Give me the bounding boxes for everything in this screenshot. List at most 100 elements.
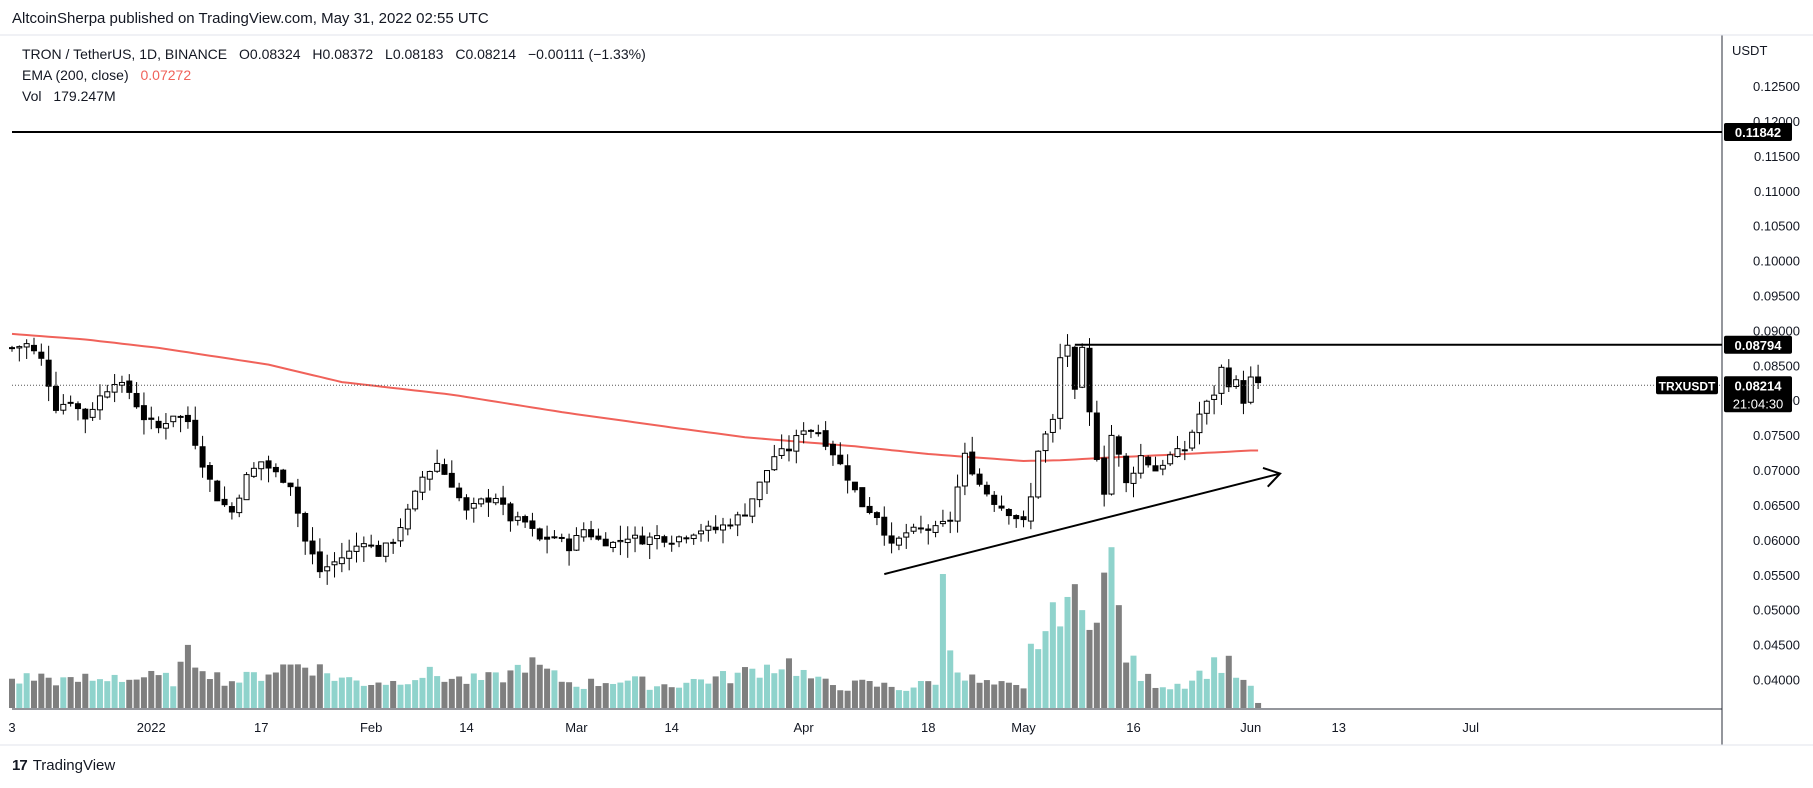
volume-bar [705, 683, 712, 708]
candle-body [566, 538, 573, 552]
volume-bar [903, 690, 910, 708]
volume-bar [324, 673, 331, 708]
symbol-tag-box [1656, 376, 1718, 395]
volume-bar [800, 669, 807, 708]
candle-body [1247, 376, 1254, 403]
y-tick-label: 0.12000 [1753, 114, 1800, 129]
candle-body [170, 415, 177, 423]
volume-bar [448, 678, 455, 708]
candle-body [236, 497, 243, 514]
candle-body [661, 536, 668, 543]
volume-bar [390, 680, 397, 708]
volume-bar [1027, 643, 1034, 708]
volume-bar [617, 682, 624, 708]
candle-body [192, 419, 199, 446]
candle-body [1093, 412, 1100, 460]
volume-bar [500, 682, 507, 708]
volume-bar [595, 686, 602, 708]
volume-bar [162, 672, 169, 708]
candle-body [859, 487, 866, 508]
candle-body [705, 525, 712, 531]
candle-body [419, 476, 426, 493]
candle-body [470, 502, 477, 509]
candle-body [148, 417, 155, 420]
vol-value: 179.247M [53, 88, 116, 104]
candle-body [294, 486, 301, 514]
volume-bar [170, 686, 177, 708]
volume-bar [646, 689, 653, 708]
candle-body [82, 408, 89, 420]
volume-bar [1079, 610, 1086, 708]
volume-bar [470, 673, 477, 708]
volume-bar [749, 668, 756, 708]
candle-body [654, 535, 661, 540]
volume-bar [844, 690, 851, 708]
trendline-arrow[interactable] [884, 472, 1281, 576]
candle-body [228, 506, 235, 513]
volume-bar [551, 670, 558, 708]
candle-body [1196, 413, 1203, 434]
candle-body [727, 524, 734, 527]
volume-bar [1203, 678, 1210, 708]
y-tick-label: 0.04500 [1753, 638, 1800, 653]
candle-body [1013, 515, 1020, 520]
volume-bar [727, 683, 734, 708]
symbol-label[interactable]: TRON / TetherUS, 1D, BINANCE [22, 46, 228, 62]
volume-bar [1005, 682, 1012, 708]
volume-bar [397, 684, 404, 708]
volume-bar [588, 678, 595, 708]
volume-bar [610, 683, 617, 708]
candle-body [763, 470, 770, 483]
volume-bar [961, 680, 968, 708]
candle-body [243, 474, 250, 501]
volume-bar [829, 685, 836, 708]
candle-body [346, 550, 353, 559]
volume-bar [353, 680, 360, 708]
volume-bar [873, 686, 880, 708]
volume-bar [558, 681, 565, 708]
volume-bar [155, 675, 162, 708]
volume-bar [1233, 677, 1240, 708]
candle-body [771, 456, 778, 471]
candle-body [74, 403, 81, 410]
y-tick-label: 0.06000 [1753, 533, 1800, 548]
candle-body [544, 536, 551, 540]
volume-bar [1035, 649, 1042, 708]
candle-body [265, 460, 272, 469]
ema-label[interactable]: EMA (200, close) [22, 67, 129, 83]
candle-body [441, 464, 448, 475]
candle-body [9, 347, 15, 350]
candle-body [448, 472, 455, 488]
tradingview-label[interactable]: TradingView [32, 757, 116, 774]
candle-body [221, 498, 228, 506]
candle-body [1108, 434, 1115, 495]
candle-body [1159, 464, 1166, 470]
candle-body [602, 538, 609, 547]
candle-body [1225, 367, 1232, 388]
volume-bar [441, 681, 448, 708]
volume-bar [82, 673, 89, 708]
volume-bar [536, 664, 543, 708]
y-tick-label: 0.09500 [1753, 289, 1800, 304]
candle-body [206, 465, 213, 480]
volume-bar [419, 677, 426, 708]
volume-bar [360, 685, 367, 708]
vol-label[interactable]: Vol [22, 88, 42, 104]
candle-body [302, 512, 309, 542]
volume-bar [939, 574, 946, 708]
volume-bar [74, 681, 81, 708]
candle-body [1130, 472, 1137, 484]
candle-body [30, 344, 37, 352]
x-tick-label: 14 [664, 720, 678, 735]
volume-bar [272, 672, 279, 708]
candle-body [793, 435, 800, 452]
candle-body [551, 536, 558, 539]
published-by-text: AltcoinSherpa published on TradingView.c… [12, 10, 489, 27]
volume-bar [1152, 687, 1159, 708]
volume-bar [771, 673, 778, 708]
candle-body [910, 526, 917, 532]
candle-body [382, 542, 389, 557]
volume-bar [683, 682, 690, 708]
price-tag-label: 0.11842 [1735, 125, 1781, 140]
